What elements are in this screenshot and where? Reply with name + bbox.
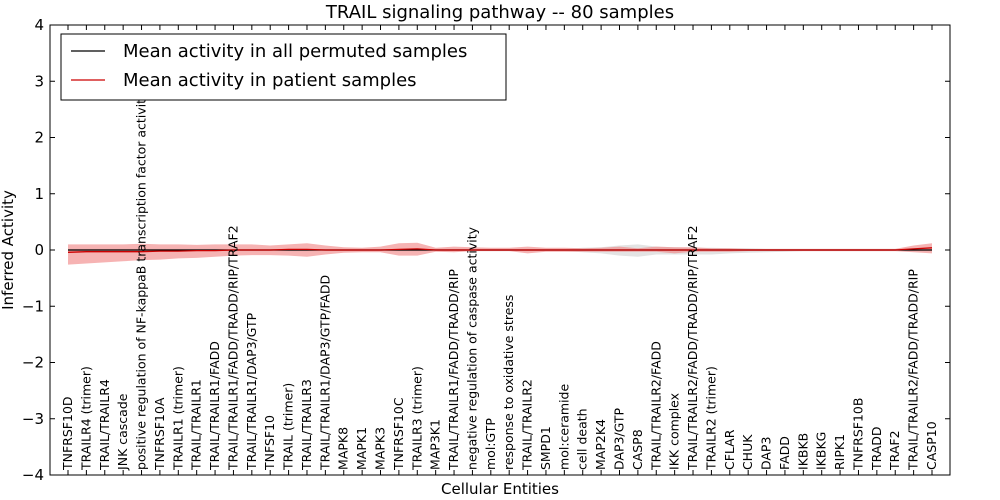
category-label: TRAIL (trimer) (281, 383, 296, 471)
y-tick-label: 3 (34, 72, 44, 90)
y-tick-label: 2 (34, 129, 44, 147)
x-axis-ticks (67, 25, 933, 475)
category-label: TRAILR4 (trimer) (78, 366, 93, 471)
category-label: TRAILR3 (trimer) (409, 366, 424, 471)
category-label: TRAIL/TRAILR4 (97, 379, 112, 471)
x-axis-label: Cellular Entities (441, 480, 559, 498)
series-line-patient (67, 247, 933, 253)
category-label: TRAIL/TRAILR1/FADD/TRADD/RIP (446, 269, 461, 471)
category-label: TRADD (869, 426, 884, 471)
legend-box (60, 33, 507, 101)
y-axis-label: Inferred Activity (0, 190, 17, 310)
y-tick-label: −3 (22, 410, 44, 428)
plot-frame (49, 24, 951, 476)
legend-label-permuted: Mean activity in all permuted samples (123, 41, 467, 62)
category-label: DAP3/GTP (612, 407, 627, 470)
category-label: TNFRSF10C (391, 397, 406, 471)
category-label: MAP3K1 (428, 419, 443, 470)
category-label: TRAIL/TRAILR1/DAP3/GTP/FADD (317, 275, 332, 471)
category-label: FADD (777, 436, 792, 470)
category-label: TRAIL/TRAILR1/FADD (207, 341, 222, 471)
category-label: JNK cascade (115, 393, 130, 471)
category-label: TRAILR1 (trimer) (170, 366, 185, 471)
category-label: TRAILR2 (trimer) (703, 366, 718, 471)
category-label: positive regulation of NF-kappaB transcr… (134, 91, 149, 470)
category-label: TRAIL/TRAILR2/FADD/TRADD/RIP/TRAF2 (685, 225, 700, 471)
confidence-band-patient (68, 242, 932, 265)
category-label: TRAIL/TRAILR2/FADD (648, 341, 663, 471)
category-label: response to oxidative stress (501, 295, 516, 470)
category-label: IKBKG (814, 432, 829, 470)
category-label: SMPD1 (538, 426, 553, 470)
category-label: MAPK3 (373, 427, 388, 470)
category-label: MAP2K4 (593, 419, 608, 470)
category-label: CFLAR (722, 429, 737, 470)
legend: Mean activity in all permuted samples Me… (60, 33, 507, 101)
category-label: TNFRSF10D (60, 396, 75, 471)
category-label: TNFRSF10B (851, 398, 866, 471)
y-tick-label: −4 (22, 466, 44, 484)
category-label: negative regulation of caspase activity (464, 226, 479, 470)
category-label: TRAIL/TRAILR3 (299, 379, 314, 471)
category-label: DAP3 (759, 437, 774, 470)
legend-label-patient: Mean activity in patient samples (123, 70, 417, 91)
category-label: TRAIL/TRAILR1/FADD/TRADD/RIP/TRAF2 (225, 225, 240, 471)
y-tick-label: 0 (34, 241, 44, 259)
y-tick-label: −2 (22, 354, 44, 372)
category-label: TRAF2 (887, 430, 902, 471)
category-label: TNFSF10 (262, 415, 277, 471)
chart-title: TRAIL signaling pathway -- 80 samples (325, 2, 674, 23)
y-tick-label: −1 (22, 297, 44, 315)
category-label: MAPK1 (354, 427, 369, 470)
category-label: mol:GTP (483, 418, 498, 470)
category-label: RIPK1 (832, 434, 847, 470)
category-label: CASP10 (924, 421, 939, 470)
category-label: TNFRSF10A (152, 397, 167, 471)
category-label: TRAIL/TRAILR2 (520, 379, 535, 471)
series-lines (67, 247, 933, 253)
category-label: CHUK (740, 434, 755, 470)
category-label: IKK complex (667, 393, 682, 470)
category-label: TRAIL/TRAILR1/DAP3/GTP (244, 312, 259, 471)
category-label: TRAIL/TRAILR2/FADD/TRADD/RIP (906, 269, 921, 471)
y-tick-label: 4 (34, 16, 44, 34)
y-tick-label: 1 (34, 185, 44, 203)
category-labels: TNFRSF10D TRAILR4 (trimer) TRAIL/TRAILR4 JN… (60, 91, 939, 471)
category-label: TRAIL/TRAILR1 (189, 379, 204, 471)
category-label: cell death (575, 408, 590, 470)
y-axis-ticks: 4 3 2 1 0 −1 −2 −3 −4 (22, 16, 950, 484)
category-label: mol:ceramide (556, 384, 571, 470)
category-label: MAPK8 (336, 427, 351, 470)
category-label: CASP8 (630, 429, 645, 470)
category-label: IKBKB (795, 433, 810, 470)
